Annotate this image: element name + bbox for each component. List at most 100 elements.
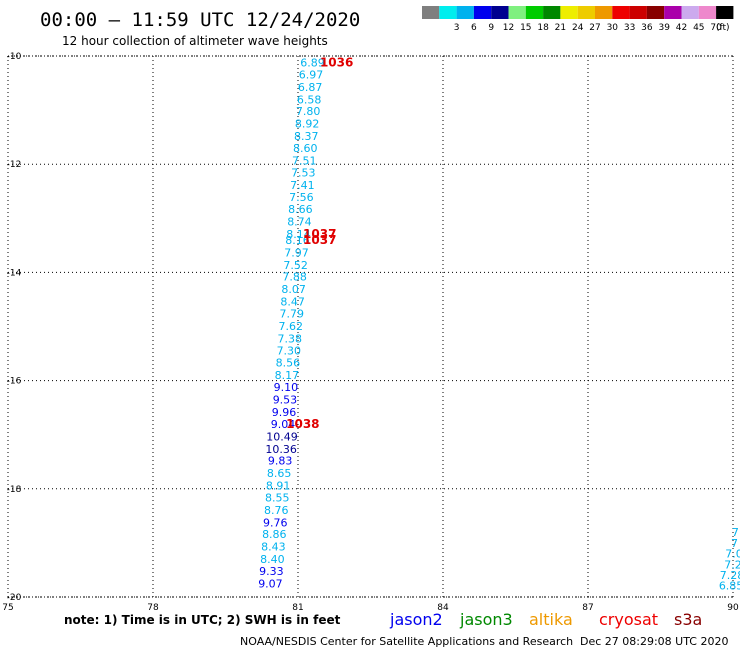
- satellite-legend: jason2 jason3 altika cryosat s3a: [389, 610, 702, 629]
- y-tick-label: -14: [7, 268, 22, 278]
- legend-swatch: [577, 6, 595, 19]
- wave-height-value: 7.52: [283, 259, 308, 272]
- satellite-label-jason3: jason3: [459, 610, 513, 629]
- wave-height-value: 7.56: [289, 191, 314, 204]
- wave-height-value: 8.56: [276, 357, 301, 370]
- wave-height-value: 9.04: [271, 418, 296, 431]
- wave-height-value: 6.89: [300, 56, 325, 69]
- legend-tick-label: 12: [503, 23, 514, 33]
- x-tick-label: 81: [292, 603, 303, 613]
- legend-swatch: [560, 6, 578, 19]
- legend-tick-label: 24: [572, 23, 584, 33]
- wave-height-value: 7.28: [720, 569, 740, 582]
- wave-height-value: 6.85: [719, 580, 740, 593]
- wave-height-value: 8.14: [286, 228, 311, 241]
- wave-height-value: 8.40: [260, 553, 285, 566]
- legend-swatch: [422, 6, 440, 19]
- footer-credit: NOAA/NESDIS Center for Satellite Applica…: [240, 635, 573, 648]
- pass-number-label: 1036: [320, 55, 353, 69]
- wave-height-value: 7.62: [279, 320, 304, 333]
- y-tick-label: -18: [7, 485, 22, 495]
- wave-height-value: 7.79: [279, 308, 304, 321]
- legend-swatch: [525, 6, 544, 19]
- wave-height-value: 7: [731, 537, 738, 550]
- wave-height-value: 6.58: [297, 93, 322, 106]
- wave-height-value: 7.30: [277, 344, 302, 357]
- footer-timestamp: Dec 27 08:29:08 UTC 2020: [580, 635, 728, 648]
- legend-tick-label: 70: [710, 23, 722, 33]
- map-grid: [7, 55, 734, 598]
- x-tick-label: 90: [727, 603, 739, 613]
- wave-height-value: 7.51: [292, 154, 317, 167]
- wave-height-value: 9.10: [274, 381, 299, 394]
- wave-height-value: 7.88: [282, 271, 307, 284]
- legend-swatch: [508, 6, 526, 19]
- wave-height-value: 8.76: [264, 504, 289, 517]
- legend-tick-label: 42: [676, 23, 687, 33]
- legend-swatch: [716, 6, 734, 19]
- satellite-label-s3a: s3a: [674, 610, 702, 629]
- legend-tick-label: 30: [607, 23, 619, 33]
- wave-height-value: 9.53: [273, 394, 298, 407]
- wave-height-value: 6.97: [299, 68, 324, 81]
- wave-height-value: 8.47: [280, 296, 305, 309]
- wave-height-value: 10.49: [266, 430, 298, 443]
- legend-swatch: [491, 6, 509, 19]
- wave-height-value: 9.96: [272, 406, 297, 419]
- legend-tick-label: 21: [555, 23, 566, 33]
- legend-swatch: [698, 6, 717, 19]
- wave-height-value: 7.2: [724, 559, 740, 572]
- satellite-label-cryosat: cryosat: [599, 610, 658, 629]
- legend-tick-label: 39: [658, 23, 670, 33]
- color-legend: 3 6 9 12 15 18 21 24 27 30 33 36 39 42 45 70: [422, 6, 734, 33]
- legend-swatch: [629, 6, 647, 19]
- wave-height-value: 9.76: [263, 516, 288, 529]
- wave-height-value: 7.97: [284, 246, 309, 259]
- wave-height-points: 6.896.976.876.587.808.928.378.607.517.53…: [258, 56, 740, 592]
- wave-height-value: 8.60: [293, 142, 318, 155]
- chart-title: 00:00 – 11:59 UTC 12/24/2020: [40, 9, 360, 31]
- legend-tick-label: 36: [641, 23, 653, 33]
- wave-height-value: 7.38: [278, 332, 303, 345]
- wave-height-value: 7.0: [725, 548, 740, 561]
- legend-tick-label: 6: [471, 23, 477, 33]
- wave-height-value: 8.16: [285, 234, 310, 247]
- wave-height-value: 9.83: [268, 455, 293, 468]
- chart-subtitle: 12 hour collection of altimeter wave hei…: [62, 34, 328, 48]
- satellite-label-altika: altika: [529, 610, 573, 629]
- wave-height-value: 8.07: [281, 283, 306, 296]
- pass-number-label: 1038: [286, 417, 319, 431]
- axis-ticks: 75 78 81 84 87 90 -10 -12 -14 -16 -18 -20: [2, 52, 739, 613]
- legend-swatch: [612, 6, 630, 19]
- wave-height-value: 8.86: [262, 528, 287, 541]
- legend-tick-label: 45: [693, 23, 704, 33]
- y-tick-label: -16: [7, 377, 22, 387]
- wave-height-value: 8.55: [265, 491, 290, 504]
- legend-swatch: [473, 6, 492, 19]
- legend-tick-label: 9: [488, 23, 494, 33]
- pass-number-label: 1037: [303, 227, 336, 241]
- legend-swatch: [439, 6, 457, 19]
- wave-height-value: 8.92: [295, 118, 320, 131]
- legend-swatch: [664, 6, 682, 19]
- x-tick-label: 78: [147, 603, 159, 613]
- pass-number-label: 1037: [303, 233, 336, 247]
- y-tick-label: -12: [7, 160, 22, 170]
- legend-tick-label: 3: [454, 23, 460, 33]
- x-tick-label: 75: [2, 603, 13, 613]
- wave-height-value: 8.66: [288, 203, 313, 216]
- wave-height-value: 8.91: [266, 480, 291, 493]
- footer-note: note: 1) Time is in UTC; 2) SWH is in fe…: [64, 613, 341, 627]
- x-tick-label: 84: [437, 603, 449, 613]
- legend-swatch: [595, 6, 613, 19]
- wave-height-value: 7.80: [296, 105, 321, 118]
- wave-height-value: 7.41: [290, 179, 315, 192]
- legend-unit-label: (ft): [716, 23, 730, 33]
- wave-height-value: 8.43: [261, 541, 286, 554]
- legend-swatch: [681, 6, 699, 19]
- wave-height-value: 10.36: [265, 443, 297, 456]
- wave-height-value: 6.87: [298, 81, 323, 94]
- wave-height-value: 8.74: [287, 216, 312, 229]
- legend-tick-label: 27: [589, 23, 600, 33]
